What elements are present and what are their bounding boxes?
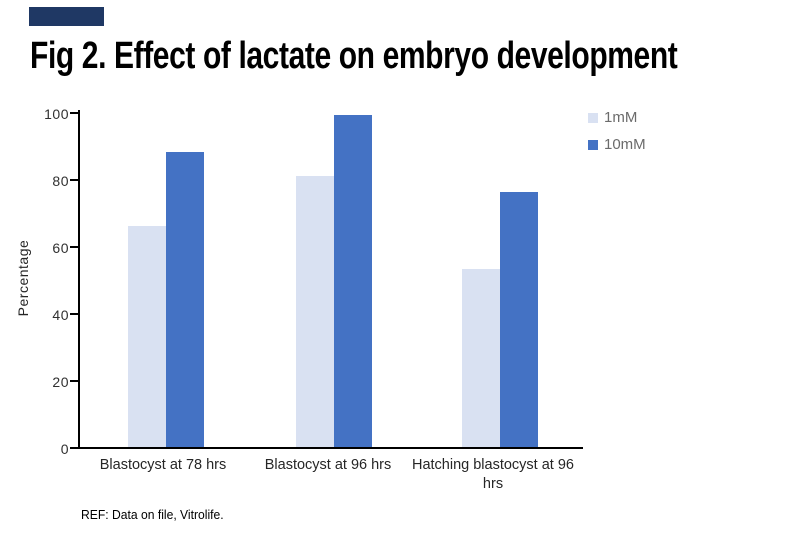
bar-1mM-group3 <box>462 269 500 447</box>
x-axis-line <box>78 447 583 449</box>
y-tick-label: 0 <box>60 441 69 457</box>
y-axis-line <box>78 110 80 449</box>
bar-10mM-group3 <box>500 192 538 447</box>
y-tick-label: 100 <box>44 106 69 122</box>
legend: 1mM 10mM <box>588 109 646 164</box>
y-tick-mark <box>70 447 79 449</box>
y-tick-label: 80 <box>52 173 69 189</box>
y-tick-mark <box>70 246 79 248</box>
legend-swatch <box>588 139 598 150</box>
category-label: Blastocyst at 78 hrs <box>99 457 227 473</box>
category-label: Hatching blastocyst at 96 hrs <box>411 457 574 492</box>
y-tick-label: 20 <box>52 374 69 390</box>
corner-accent-block <box>29 7 104 26</box>
legend-label: 1mM <box>604 109 638 126</box>
y-tick-mark <box>70 380 79 382</box>
legend-item: 1mM <box>588 109 646 126</box>
bar-10mM-group1 <box>166 152 204 447</box>
bar-10mM-group2 <box>334 115 372 447</box>
bar-1mM-group2 <box>296 175 334 447</box>
category-label: Blastocyst at 96 hrs <box>264 457 392 473</box>
legend-swatch <box>588 112 598 123</box>
y-tick-label: 40 <box>52 307 69 323</box>
y-tick-mark <box>70 112 79 114</box>
y-tick-mark <box>70 179 79 181</box>
footer-reference: REF: Data on file, Vitrolife. <box>81 508 224 522</box>
chart-title: Fig 2. Effect of lactate on embryo devel… <box>30 35 678 77</box>
legend-item: 10mM <box>588 136 646 153</box>
y-tick-mark <box>70 313 79 315</box>
bar-1mM-group1 <box>128 225 166 447</box>
y-tick-label: 60 <box>52 240 69 256</box>
legend-label: 10mM <box>604 136 646 153</box>
